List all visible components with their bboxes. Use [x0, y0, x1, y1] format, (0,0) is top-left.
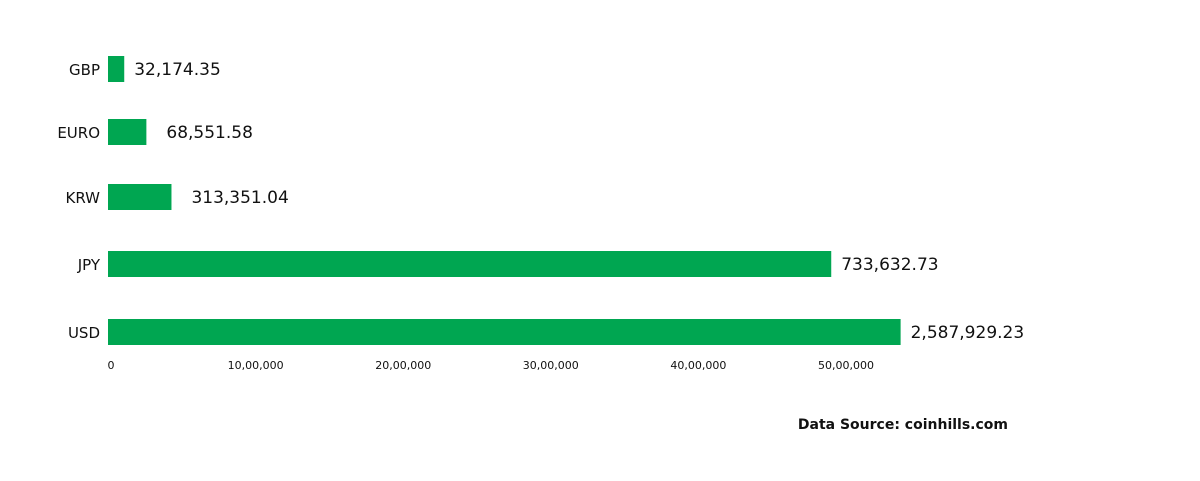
- bar-jpy: [108, 251, 832, 277]
- value-label-krw: 313,351.04: [191, 188, 288, 208]
- bar-usd: [108, 319, 901, 345]
- value-label-usd: 2,587,929.23: [911, 323, 1025, 343]
- x-tick-label: 20,00,000: [375, 359, 431, 372]
- value-label-euro: 68,551.58: [166, 123, 253, 143]
- value-label-jpy: 733,632.73: [841, 255, 938, 275]
- x-tick-label: 10,00,000: [228, 359, 284, 372]
- category-label-krw: KRW: [66, 189, 101, 207]
- value-labels: 32,174.35 68,551.58 313,351.04 733,632.73 2,…: [134, 60, 1024, 343]
- bars: [108, 56, 901, 345]
- category-labels: GBP EURO KRW JPY USD: [57, 61, 101, 342]
- x-tick-label: 50,00,000: [818, 359, 874, 372]
- x-tick-label: 30,00,000: [523, 359, 579, 372]
- value-label-gbp: 32,174.35: [134, 60, 221, 80]
- bar-euro: [108, 119, 147, 145]
- category-label-gbp: GBP: [69, 61, 100, 79]
- data-source-note: Data Source: coinhills.com: [798, 417, 1008, 433]
- bar-krw: [108, 184, 172, 210]
- x-tick-label: 40,00,000: [670, 359, 726, 372]
- category-label-euro: EURO: [57, 124, 100, 142]
- category-label-usd: USD: [68, 324, 100, 342]
- category-label-jpy: JPY: [77, 256, 101, 274]
- x-axis-ticks: 0 10,00,000 20,00,000 30,00,000 40,00,000 50,…: [108, 359, 874, 372]
- bar-gbp: [108, 56, 125, 82]
- x-tick-label: 0: [108, 359, 115, 372]
